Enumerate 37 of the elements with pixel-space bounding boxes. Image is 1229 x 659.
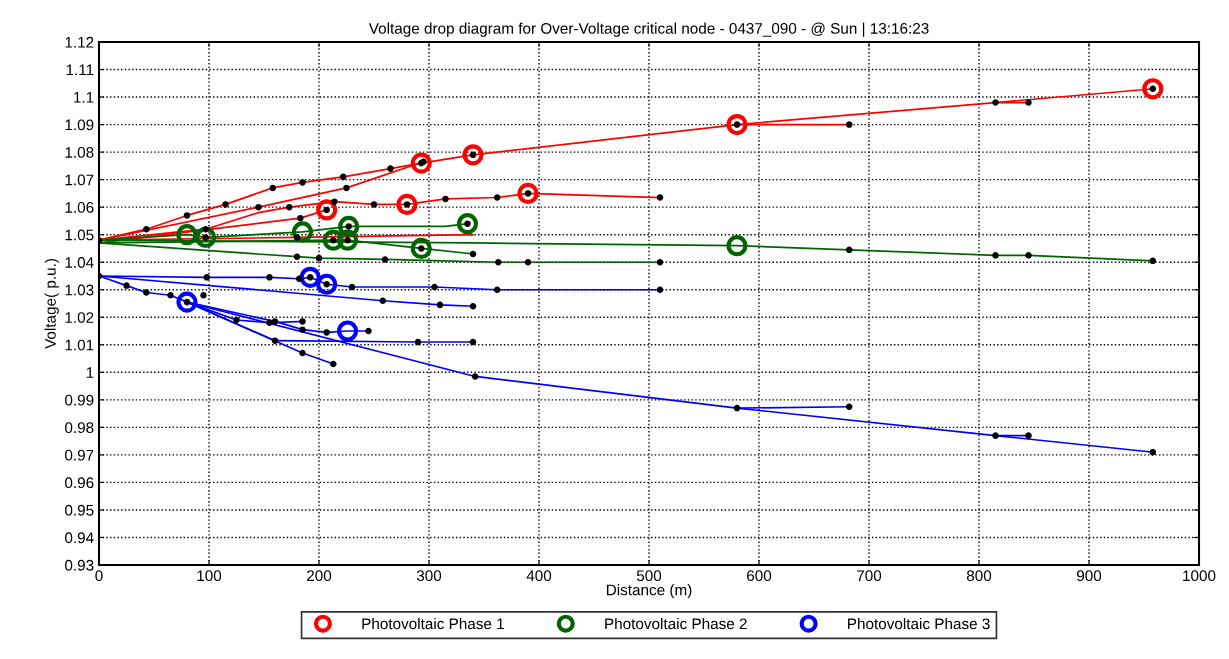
y-tick-label: 1.09: [65, 119, 94, 131]
y-tick-label: 1.01: [65, 339, 94, 351]
y-tick-label: 1.05: [65, 229, 94, 241]
x-tick-label: 300: [416, 570, 442, 582]
y-tick-label: 1.07: [65, 174, 94, 186]
y-tick-label: 1.11: [66, 64, 94, 76]
x-tick-label: 600: [747, 570, 772, 582]
x-axis-title: Distance (m): [606, 584, 692, 599]
y-tick-label: 1.03: [65, 284, 94, 296]
legend-label: Photovoltaic Phase 2: [605, 617, 747, 630]
legend-label: Photovoltaic Phase 1: [362, 617, 504, 630]
x-tick-label: 0: [95, 570, 103, 582]
y-tick-label: 1.06: [65, 202, 94, 213]
y-tick-label: 1: [86, 367, 94, 378]
y-tick-label: 0.96: [65, 477, 94, 489]
legend-label: Photovoltaic Phase 3: [848, 617, 990, 630]
y-tick-label: 1.08: [65, 146, 94, 158]
y-tick-label: 0.98: [65, 422, 94, 434]
y-tick-label: 0.97: [65, 449, 94, 461]
x-tick-label: 1000: [1183, 570, 1216, 582]
x-tick-label: 900: [1076, 570, 1102, 582]
y-tick-label: 0.99: [65, 394, 94, 406]
y-tick-label: 1.1: [74, 92, 94, 103]
y-tick-label: 1.04: [65, 257, 94, 268]
y-tick-label: 0.93: [65, 559, 94, 571]
y-tick-label: 0.95: [65, 504, 94, 516]
chart-title: Voltage drop diagram for Over-Voltage critical node - 0437_090 - @ Sun | 13:16:23: [368, 22, 929, 37]
y-axis-title: Voltage( p.u.): [44, 259, 59, 349]
x-tick-label: 100: [197, 570, 222, 582]
x-tick-label: 400: [526, 570, 552, 582]
x-tick-label: 500: [636, 570, 662, 582]
y-tick-label: 0.94: [65, 532, 94, 544]
x-tick-label: 800: [966, 570, 992, 582]
y-tick-label: 1.12: [65, 36, 94, 48]
x-tick-label: 200: [307, 570, 332, 582]
x-tick-label: 700: [857, 570, 882, 582]
y-tick-label: 1.02: [65, 312, 94, 323]
